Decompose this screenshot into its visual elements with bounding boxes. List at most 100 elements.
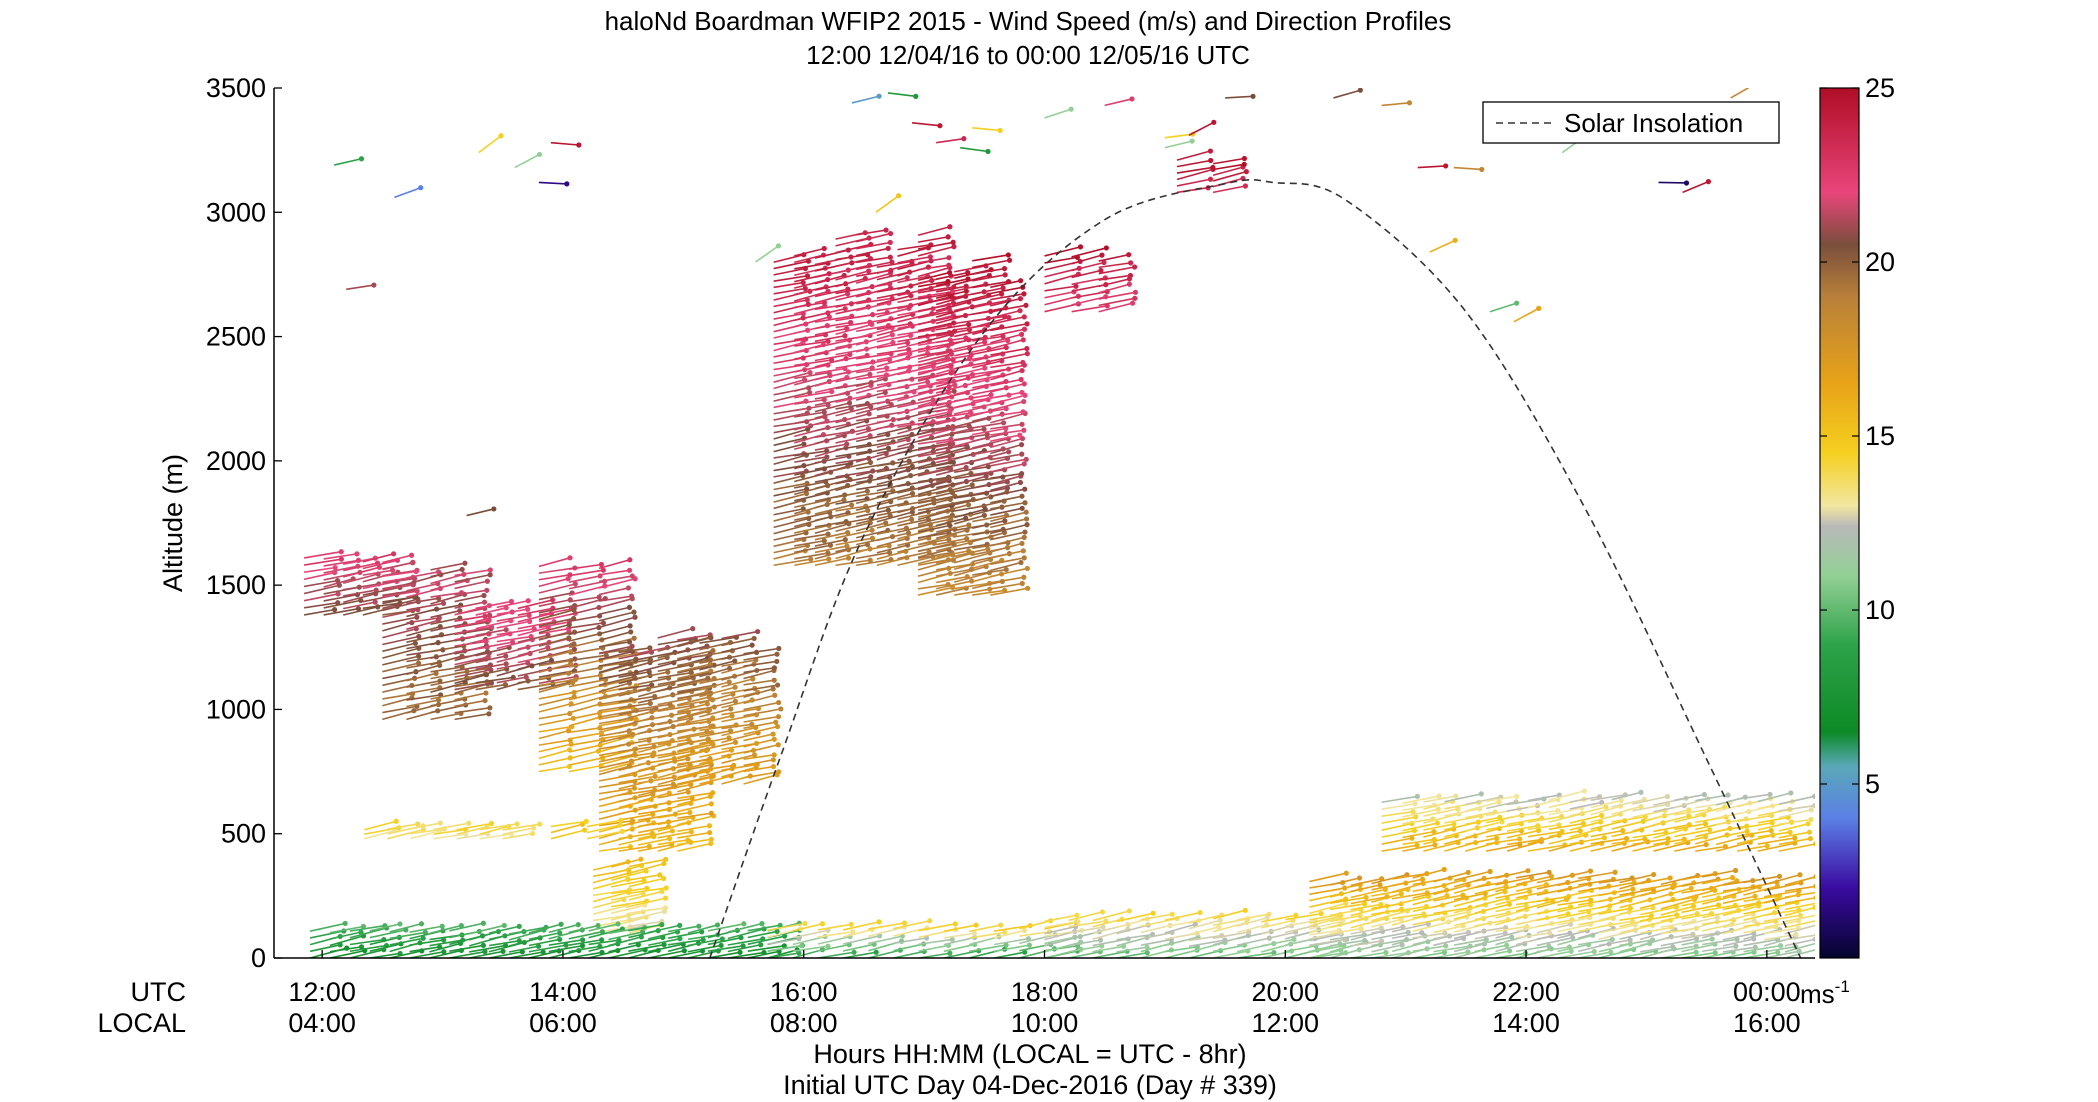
wind-barb-staff: [677, 709, 710, 719]
wind-barb-staff: [382, 693, 413, 700]
wind-barb-dot: [826, 556, 832, 562]
wind-barb-staff: [917, 310, 951, 319]
wind-barb-staff: [935, 504, 969, 514]
wind-barb-staff: [1598, 899, 1631, 909]
wind-barb-staff: [598, 569, 630, 576]
wind-barb-dot: [821, 397, 827, 403]
wind-barb-staff: [382, 596, 415, 605]
wind-barb-dot: [633, 716, 639, 722]
wind-barb-staff: [960, 146, 989, 153]
wind-barb-staff: [773, 312, 804, 320]
wind-barb-staff: [610, 870, 647, 882]
wind-barb-dot: [525, 660, 531, 666]
wind-barb-dot: [1293, 912, 1299, 918]
wind-barb-staff: [1674, 836, 1706, 845]
wind-barb-staff: [953, 565, 987, 577]
wind-barb-staff: [538, 604, 575, 614]
wind-barb-staff: [699, 775, 732, 785]
wind-barb-dot: [728, 706, 734, 712]
wind-barb-staff: [1764, 927, 1799, 935]
wind-barb-staff: [856, 297, 893, 305]
wind-barb-dot: [801, 441, 807, 447]
wind-barb-staff: [876, 460, 910, 467]
wind-barb-staff: [657, 677, 694, 686]
wind-barb-staff: [794, 398, 825, 405]
wind-barb-dot: [354, 551, 360, 557]
wind-barb-staff: [618, 798, 652, 809]
wind-barb-staff: [598, 780, 635, 789]
wind-barb-staff: [1309, 902, 1347, 915]
wind-barb-staff: [1784, 914, 1815, 923]
wind-barb-staff: [835, 253, 868, 261]
wind-barb-dot: [529, 830, 536, 837]
wind-barb-staff: [876, 307, 910, 318]
wind-barb-dot: [441, 937, 447, 943]
wind-barb-dot: [866, 268, 872, 274]
wind-barb-staff: [935, 550, 969, 558]
wind-barb-dot: [951, 320, 957, 326]
wind-barb-staff: [1044, 925, 1076, 935]
wind-barb-dot: [633, 656, 639, 662]
wind-barb-staff: [918, 938, 953, 946]
wind-barb-dot: [714, 922, 721, 928]
wind-barb-dot: [732, 698, 738, 704]
y-tick-label: 500: [221, 819, 266, 849]
wind-barb-staff: [469, 950, 504, 958]
wind-barb-staff: [994, 951, 1025, 958]
wind-barb-dot: [1021, 326, 1028, 332]
wind-barb-staff: [917, 364, 952, 376]
wind-barb-staff: [382, 647, 419, 659]
wind-barb-staff: [856, 489, 893, 498]
wind-barb-staff: [454, 656, 489, 666]
wind-barb-staff: [1764, 920, 1799, 929]
wind-barb-staff: [990, 297, 1021, 307]
wind-barb-staff: [935, 466, 967, 476]
wind-barb-staff: [657, 783, 691, 792]
wind-barb-dot: [371, 282, 377, 288]
wind-barb-staff: [1515, 883, 1547, 892]
wind-barb-dot: [629, 643, 635, 649]
wind-barb-dot: [435, 697, 442, 703]
wind-barbs: [303, 88, 1815, 958]
local-row-label: LOCAL: [97, 1008, 186, 1038]
wind-barb-dot: [1778, 943, 1784, 949]
wind-barb-staff: [936, 412, 971, 419]
wind-barb-staff: [868, 935, 903, 945]
wind-barb-staff: [1557, 903, 1591, 913]
wind-barb-staff: [1784, 906, 1815, 917]
wind-barb-staff: [917, 476, 949, 483]
wind-barb-staff: [1098, 278, 1130, 288]
wind-barb-staff: [1640, 914, 1677, 922]
wind-barb-dot: [729, 713, 735, 719]
wind-barb-staff: [721, 763, 758, 771]
wind-barb-staff: [598, 753, 636, 763]
wind-barb-dot: [1768, 827, 1774, 834]
wind-barb-staff: [1527, 834, 1560, 845]
wind-barb-staff: [1402, 822, 1438, 832]
wind-barb-dot: [1025, 585, 1031, 591]
wind-barb-staff: [1506, 824, 1539, 832]
wind-barb-dot: [776, 645, 782, 652]
wind-barb-staff: [488, 925, 520, 934]
wind-barb-staff: [550, 820, 587, 828]
wind-barb-dot: [484, 578, 490, 584]
wind-barb-staff: [917, 333, 952, 344]
wind-barb-staff: [1329, 877, 1360, 886]
wind-barb-dot: [949, 936, 955, 943]
wind-barb-staff: [935, 484, 973, 495]
wind-barb-dot: [842, 306, 848, 312]
wind-barb-staff: [454, 664, 491, 672]
wind-barb-staff: [935, 347, 970, 356]
wind-barb-staff: [1433, 916, 1468, 927]
wind-barb-dot: [599, 937, 605, 943]
wind-barb-staff: [410, 828, 445, 835]
wind-barb-staff: [382, 621, 413, 632]
wind-barb-staff: [303, 579, 338, 588]
wind-barb-staff: [1598, 920, 1633, 928]
wind-barb-staff: [1068, 939, 1101, 947]
wind-barb-staff: [1329, 917, 1367, 929]
wind-barb-staff: [430, 704, 466, 714]
wind-barb-staff: [1465, 801, 1500, 812]
wind-barb-staff: [1495, 890, 1530, 899]
wind-barb-staff: [430, 573, 465, 585]
